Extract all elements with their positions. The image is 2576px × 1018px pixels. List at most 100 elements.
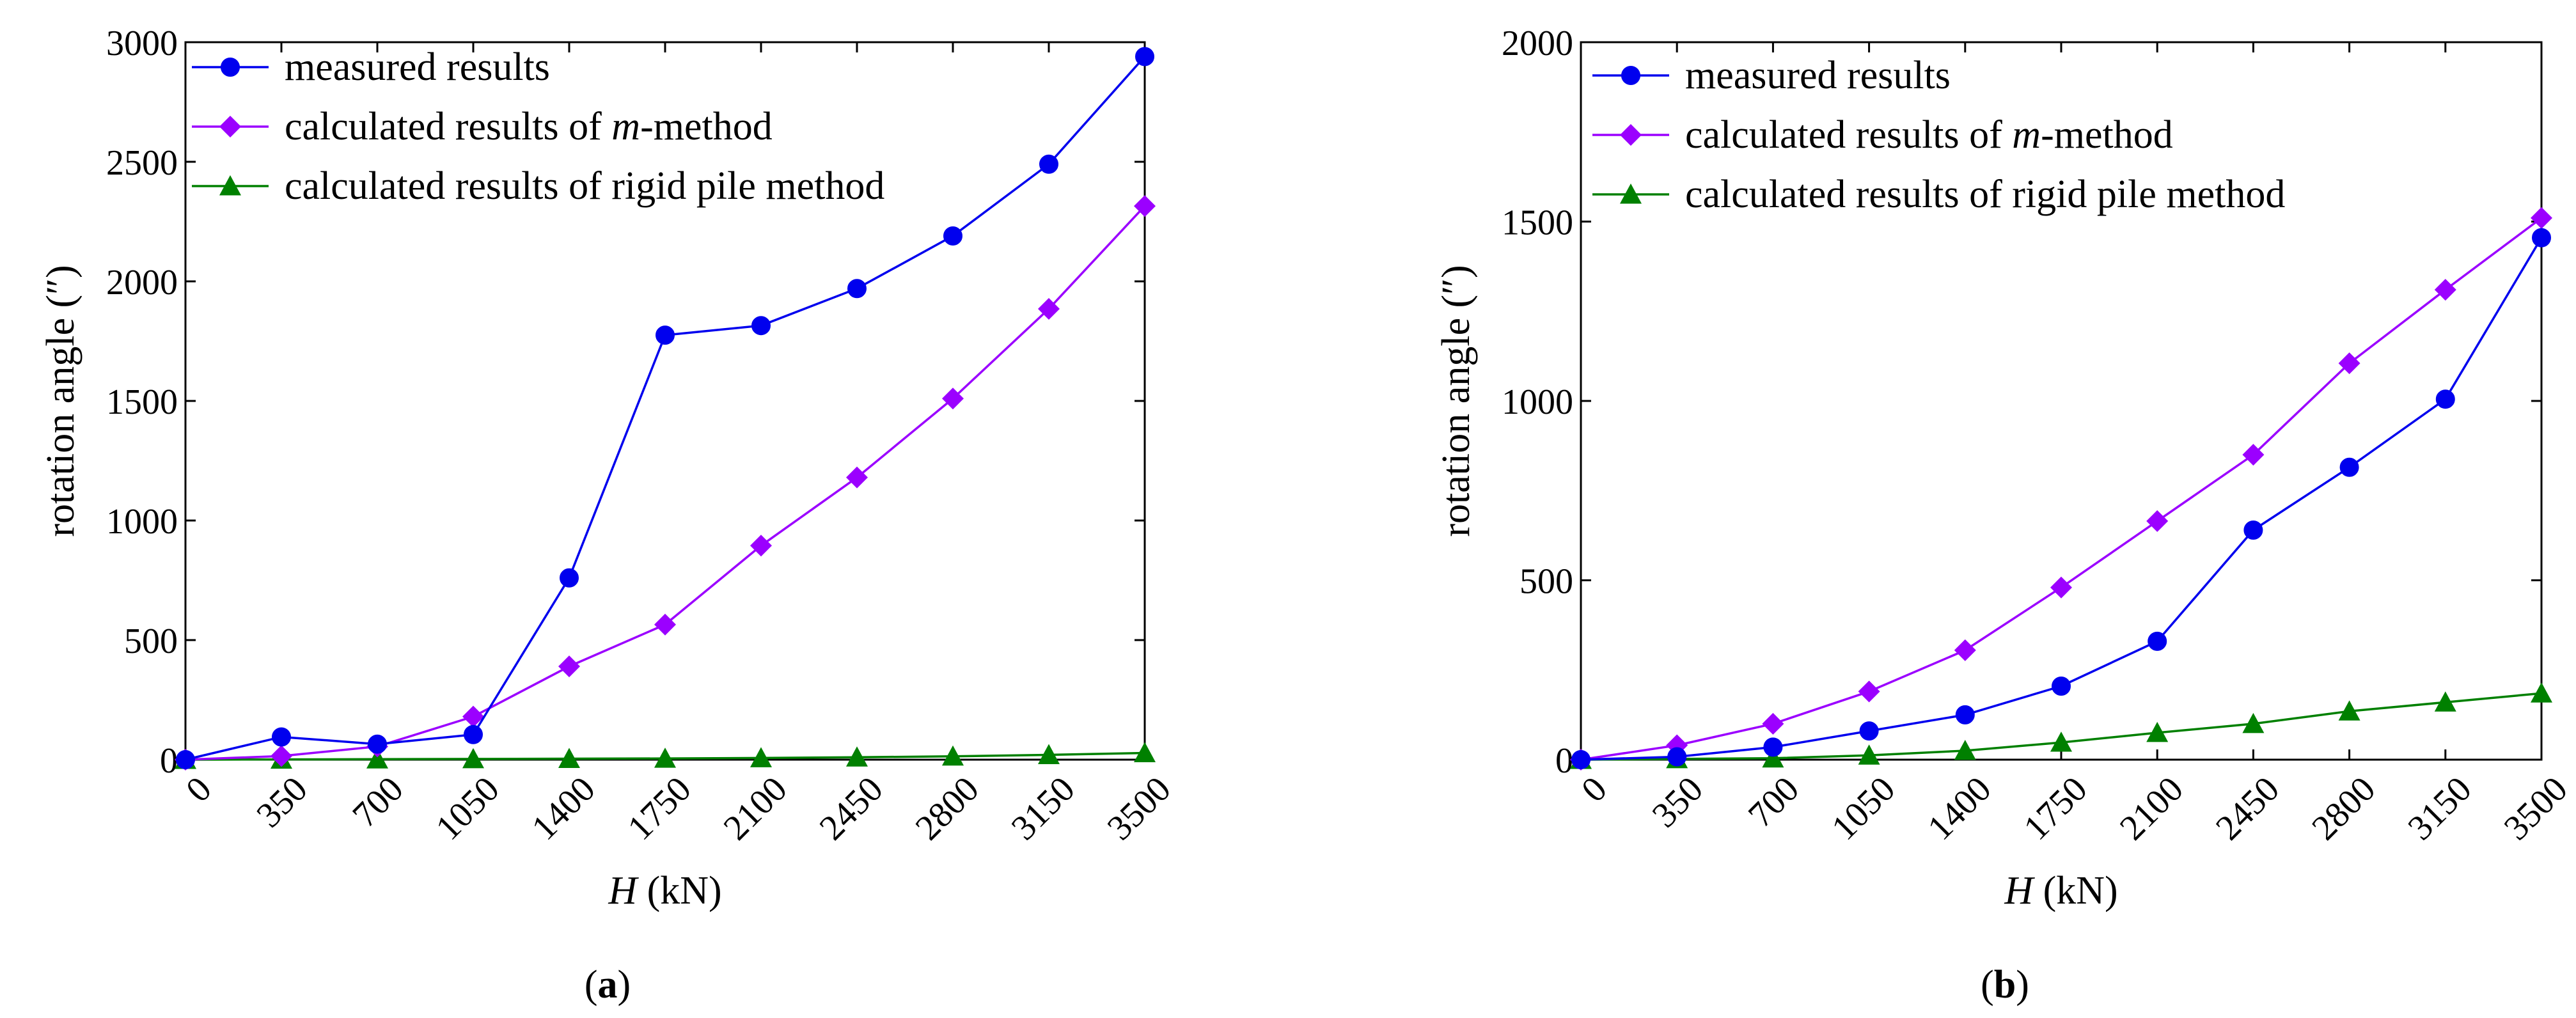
legend-label: measured results xyxy=(285,45,550,89)
x-tick-label: 2100 xyxy=(2112,769,2191,848)
x-tick-label-text: 350 xyxy=(1645,769,1711,835)
y-tick-label-text: 500 xyxy=(1520,562,1573,602)
x-tick-label: 700 xyxy=(1741,769,1807,835)
caption-suffix: ) xyxy=(2016,963,2029,1006)
data-point xyxy=(176,750,195,769)
x-tick-label: 1050 xyxy=(428,769,507,848)
x-tick-label-text: 1400 xyxy=(524,769,603,848)
y-tick-label-text: 2500 xyxy=(106,143,178,183)
data-point xyxy=(2434,279,2456,301)
data-point xyxy=(1135,47,1154,67)
x-tick-label: 700 xyxy=(345,769,411,835)
data-point xyxy=(1954,639,1976,661)
y-tick-label: 2000 xyxy=(1502,24,1573,63)
data-point xyxy=(847,279,867,299)
data-point xyxy=(2242,712,2265,733)
x-tick-label-text: 3500 xyxy=(1100,769,1179,848)
x-tick-label: 3500 xyxy=(2497,769,2575,848)
y-axis-title: rotation angle (″) xyxy=(39,265,82,536)
data-point xyxy=(750,747,772,767)
legend-marker xyxy=(1620,184,1642,204)
x-tick-label-text: 2800 xyxy=(908,769,987,848)
x-tick-label: 2800 xyxy=(908,769,987,848)
y-tick-label: 3000 xyxy=(106,24,178,63)
y-axis-title-text: rotation angle (″) xyxy=(1434,265,1478,536)
legend: measured results calculated results of m-… xyxy=(192,45,884,208)
data-point xyxy=(846,746,868,767)
legend: measured results calculated results of m-… xyxy=(1592,54,2285,216)
legend-label-pre: calculated results of xyxy=(1685,113,2012,157)
legend-label-post: -method xyxy=(640,105,773,148)
x-axis-title-italic: H xyxy=(2004,869,2035,912)
legend-label-italic: m xyxy=(2012,113,2041,157)
x-tick-label-text: 3500 xyxy=(2497,769,2575,848)
data-point xyxy=(2435,389,2455,409)
legend-label: measured results xyxy=(1685,54,1951,97)
legend-label: calculated results of rigid pile method xyxy=(285,164,884,208)
data-point xyxy=(1763,737,1783,757)
panel-a: 0 500 1000 1500 2000 2500 3000 0 350 700 1050 1400 1… xyxy=(39,24,1179,1006)
data-point xyxy=(2531,682,2552,703)
y-tick-label: 1000 xyxy=(106,502,178,542)
x-tick-label-text: 1400 xyxy=(1920,769,1999,848)
series-line xyxy=(185,56,1146,761)
data-point xyxy=(1039,154,1058,174)
x-tick-label: 2450 xyxy=(2208,769,2287,848)
y-tick-label-text: 500 xyxy=(124,622,178,661)
x-tick-label: 1050 xyxy=(1824,769,1903,848)
series-circle xyxy=(176,47,1154,769)
data-point xyxy=(2338,352,2360,375)
legend-label-pre: calculated results of xyxy=(285,105,611,148)
x-tick-label-text: 0 xyxy=(178,769,219,810)
data-point xyxy=(1859,721,1879,741)
x-tick-label: 350 xyxy=(249,769,315,835)
data-point xyxy=(464,724,483,744)
data-point xyxy=(271,745,292,767)
x-tick-label: 2800 xyxy=(2304,769,2383,848)
x-tick-label: 0 xyxy=(1574,769,1615,810)
x-tick-label-text: 0 xyxy=(1574,769,1615,810)
data-point xyxy=(751,316,771,336)
x-tick-label-text: 350 xyxy=(249,769,315,835)
legend-label-pre: measured results xyxy=(1685,54,1951,97)
data-point xyxy=(942,388,964,410)
data-point xyxy=(1134,195,1156,217)
data-point xyxy=(558,748,580,768)
data-point xyxy=(2050,732,2072,752)
x-tick-label: 3500 xyxy=(1100,769,1179,848)
legend-label: calculated results of m-method xyxy=(1685,113,2173,157)
x-tick-label: 0 xyxy=(178,769,219,810)
data-point xyxy=(2339,457,2359,477)
y-tick-label: 2000 xyxy=(106,263,178,302)
caption-prefix: ( xyxy=(585,963,598,1006)
y-tick-label: 0 xyxy=(160,741,178,781)
y-tick-label: 0 xyxy=(1555,741,1573,781)
y-tick-label-text: 1000 xyxy=(1502,382,1573,422)
data-point xyxy=(654,613,676,636)
data-point xyxy=(2148,631,2167,651)
legend-label: calculated results of rigid pile method xyxy=(1685,173,2285,216)
data-point xyxy=(1667,747,1687,767)
data-point xyxy=(1038,744,1060,764)
x-tick-label-text: 1050 xyxy=(1824,769,1903,848)
x-tick-label: 1750 xyxy=(2016,769,2095,848)
x-tick-label-text: 2100 xyxy=(2112,769,2191,848)
data-point xyxy=(272,727,291,747)
legend-label: calculated results of m-method xyxy=(285,105,773,148)
data-point xyxy=(1038,298,1060,320)
x-axis-title-rest: (kN) xyxy=(637,869,722,912)
data-point xyxy=(2243,520,2263,540)
data-point xyxy=(1762,747,1784,768)
data-point xyxy=(2050,576,2072,599)
x-tick-label-text: 700 xyxy=(345,769,411,835)
data-point xyxy=(1954,739,1976,760)
x-tick-label-text: 1050 xyxy=(428,769,507,848)
legend-marker xyxy=(219,175,241,196)
x-tick-label-text: 1750 xyxy=(2016,769,2095,848)
data-point xyxy=(2242,444,2265,466)
x-tick-label: 1750 xyxy=(620,769,699,848)
data-point xyxy=(2052,676,2071,696)
caption-letter: a xyxy=(598,963,618,1006)
caption-letter: b xyxy=(1994,963,2016,1006)
